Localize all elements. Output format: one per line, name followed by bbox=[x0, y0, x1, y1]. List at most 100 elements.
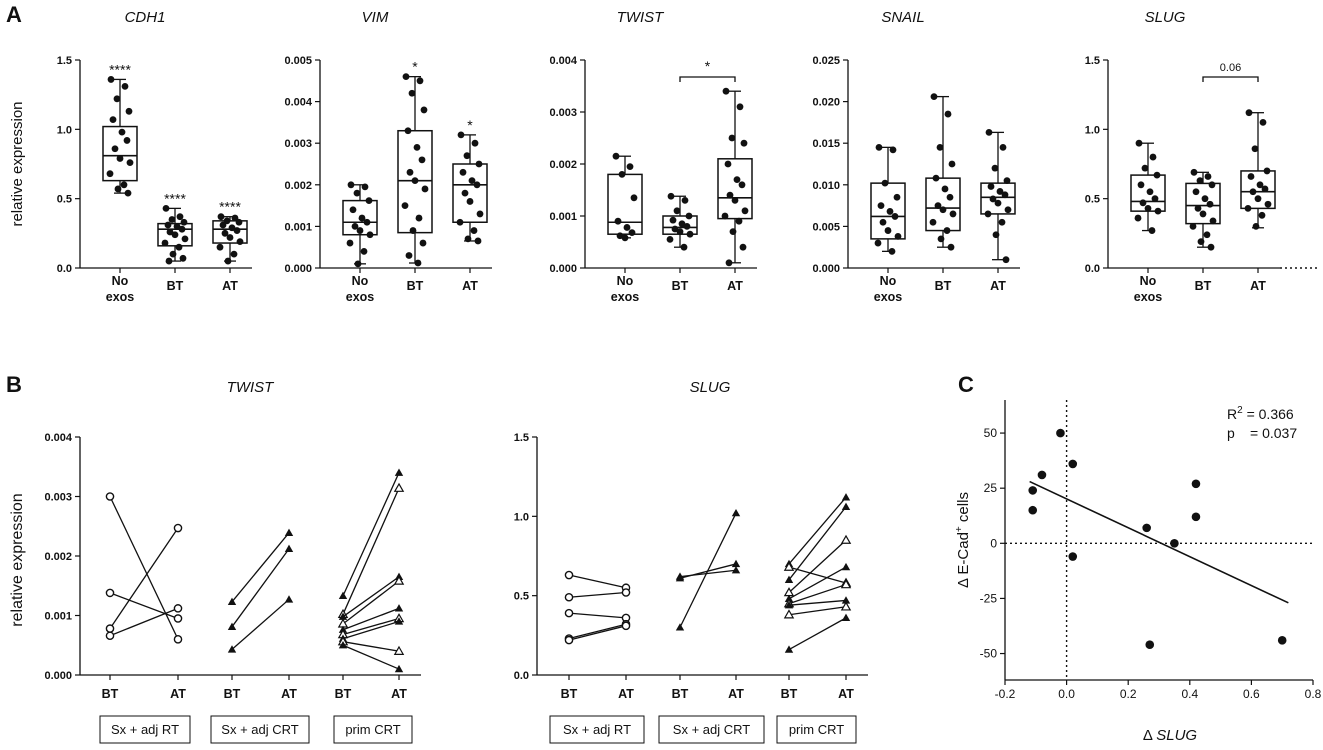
pair-point-after bbox=[173, 604, 183, 613]
pair-line bbox=[788, 599, 847, 606]
y-tick-label: 0.003 bbox=[549, 107, 577, 119]
scatter-point bbox=[1191, 479, 1201, 489]
data-point bbox=[408, 89, 416, 97]
y-tick-label: 0.000 bbox=[44, 670, 72, 682]
y-tick-label: 0 bbox=[990, 536, 997, 550]
data-point bbox=[216, 243, 224, 251]
pair-point-after bbox=[841, 562, 851, 571]
pair-point-before bbox=[784, 645, 794, 653]
data-point bbox=[415, 214, 423, 222]
data-point bbox=[984, 210, 992, 218]
pair-point-before bbox=[783, 561, 795, 571]
panel-b-label: B bbox=[6, 372, 22, 397]
pair-line bbox=[568, 625, 627, 641]
data-point bbox=[363, 218, 371, 226]
x-tick-label: No bbox=[112, 274, 129, 288]
x-tick-label: 0.0 bbox=[1058, 687, 1075, 701]
y-tick-label: 0.020 bbox=[812, 97, 840, 109]
data-point bbox=[456, 218, 464, 226]
data-point bbox=[1199, 210, 1207, 218]
x-tick-label: BT bbox=[167, 279, 184, 293]
data-point bbox=[401, 202, 409, 210]
data-point bbox=[1252, 223, 1260, 230]
pair-line bbox=[679, 512, 737, 628]
bracket-label: * bbox=[705, 58, 711, 74]
panel-a-label: A bbox=[6, 2, 22, 27]
pair-line bbox=[231, 598, 290, 650]
data-point bbox=[411, 177, 419, 185]
data-point bbox=[164, 221, 172, 229]
data-point bbox=[721, 212, 729, 220]
pair-line bbox=[788, 539, 847, 593]
x-tick-label: exos bbox=[1134, 290, 1163, 304]
data-point bbox=[685, 212, 693, 220]
data-point bbox=[678, 220, 686, 228]
data-point bbox=[233, 227, 241, 234]
iqr-box bbox=[452, 163, 488, 223]
data-point bbox=[939, 206, 947, 214]
paired-plot-twist: TWIST relative expression 0.000 0.001 0.002 0… bbox=[9, 379, 421, 744]
data-point bbox=[612, 152, 620, 160]
data-point bbox=[736, 103, 744, 111]
data-point bbox=[419, 239, 427, 247]
data-point bbox=[941, 185, 949, 193]
y-tick-label: 0.000 bbox=[812, 263, 840, 275]
data-point bbox=[1247, 173, 1255, 180]
y-tick-label: 0.000 bbox=[284, 263, 312, 275]
data-point bbox=[466, 198, 474, 205]
pair-point-before bbox=[227, 645, 237, 653]
data-point bbox=[686, 230, 694, 238]
data-point bbox=[126, 159, 134, 167]
x-tick-label: BT bbox=[407, 279, 424, 293]
data-point bbox=[1249, 188, 1257, 196]
group-label-box bbox=[658, 715, 765, 744]
y-tick-label: 0.004 bbox=[44, 432, 72, 444]
y-axis-label: relative expression bbox=[9, 101, 26, 226]
p-value: = 0.037 bbox=[1250, 425, 1297, 441]
data-point bbox=[1144, 204, 1152, 212]
data-point bbox=[879, 218, 887, 226]
data-point bbox=[464, 235, 472, 243]
data-point bbox=[176, 213, 184, 221]
data-point bbox=[948, 160, 956, 168]
pair-point-after bbox=[841, 613, 851, 622]
data-point bbox=[360, 247, 368, 255]
data-point bbox=[740, 139, 748, 147]
significance-marker: **** bbox=[109, 61, 131, 77]
data-point bbox=[414, 259, 422, 267]
y-axis-label: relative expression bbox=[9, 493, 26, 626]
pair-line bbox=[342, 580, 400, 625]
y-tick-label: 0.025 bbox=[812, 55, 840, 67]
data-point bbox=[722, 87, 730, 95]
data-point bbox=[230, 250, 238, 258]
data-point bbox=[221, 229, 229, 237]
boxplot-snail: SNAIL 0.000 0.005 0.010 0.015 0.020 0.025 No exo… bbox=[812, 9, 1020, 304]
y-tick-label: 0.5 bbox=[1085, 194, 1100, 206]
paired-plot-slug: SLUG 0.0 0.5 1.0 1.5 BT AT BT AT BT AT Sx + adj RT S… bbox=[514, 379, 868, 744]
data-point bbox=[120, 181, 128, 189]
y-tick-label: 0.005 bbox=[284, 55, 312, 67]
y-tick-label: 0.003 bbox=[44, 492, 72, 504]
scatter-point bbox=[1142, 523, 1151, 533]
data-point bbox=[1203, 231, 1211, 239]
iqr-box bbox=[1185, 182, 1221, 225]
pair-point-before bbox=[227, 622, 237, 630]
data-point bbox=[1001, 191, 1009, 199]
data-point bbox=[475, 160, 483, 168]
data-point bbox=[943, 227, 951, 234]
data-point bbox=[683, 223, 691, 230]
pair-line bbox=[788, 566, 847, 600]
chart-title: VIM bbox=[362, 9, 389, 26]
iqr-box bbox=[342, 199, 378, 236]
x-tick-label: exos bbox=[611, 290, 640, 304]
group-label: Sx + adj RT bbox=[563, 722, 631, 737]
data-point bbox=[1259, 119, 1267, 126]
data-point bbox=[733, 176, 741, 184]
chart-title: SNAIL bbox=[881, 9, 924, 26]
y-tick-label: 1.0 bbox=[514, 511, 529, 523]
data-point bbox=[667, 192, 675, 200]
y-tick-label: 0.002 bbox=[549, 159, 577, 171]
data-point bbox=[413, 143, 421, 151]
y-tick-label: 0.002 bbox=[44, 551, 72, 563]
